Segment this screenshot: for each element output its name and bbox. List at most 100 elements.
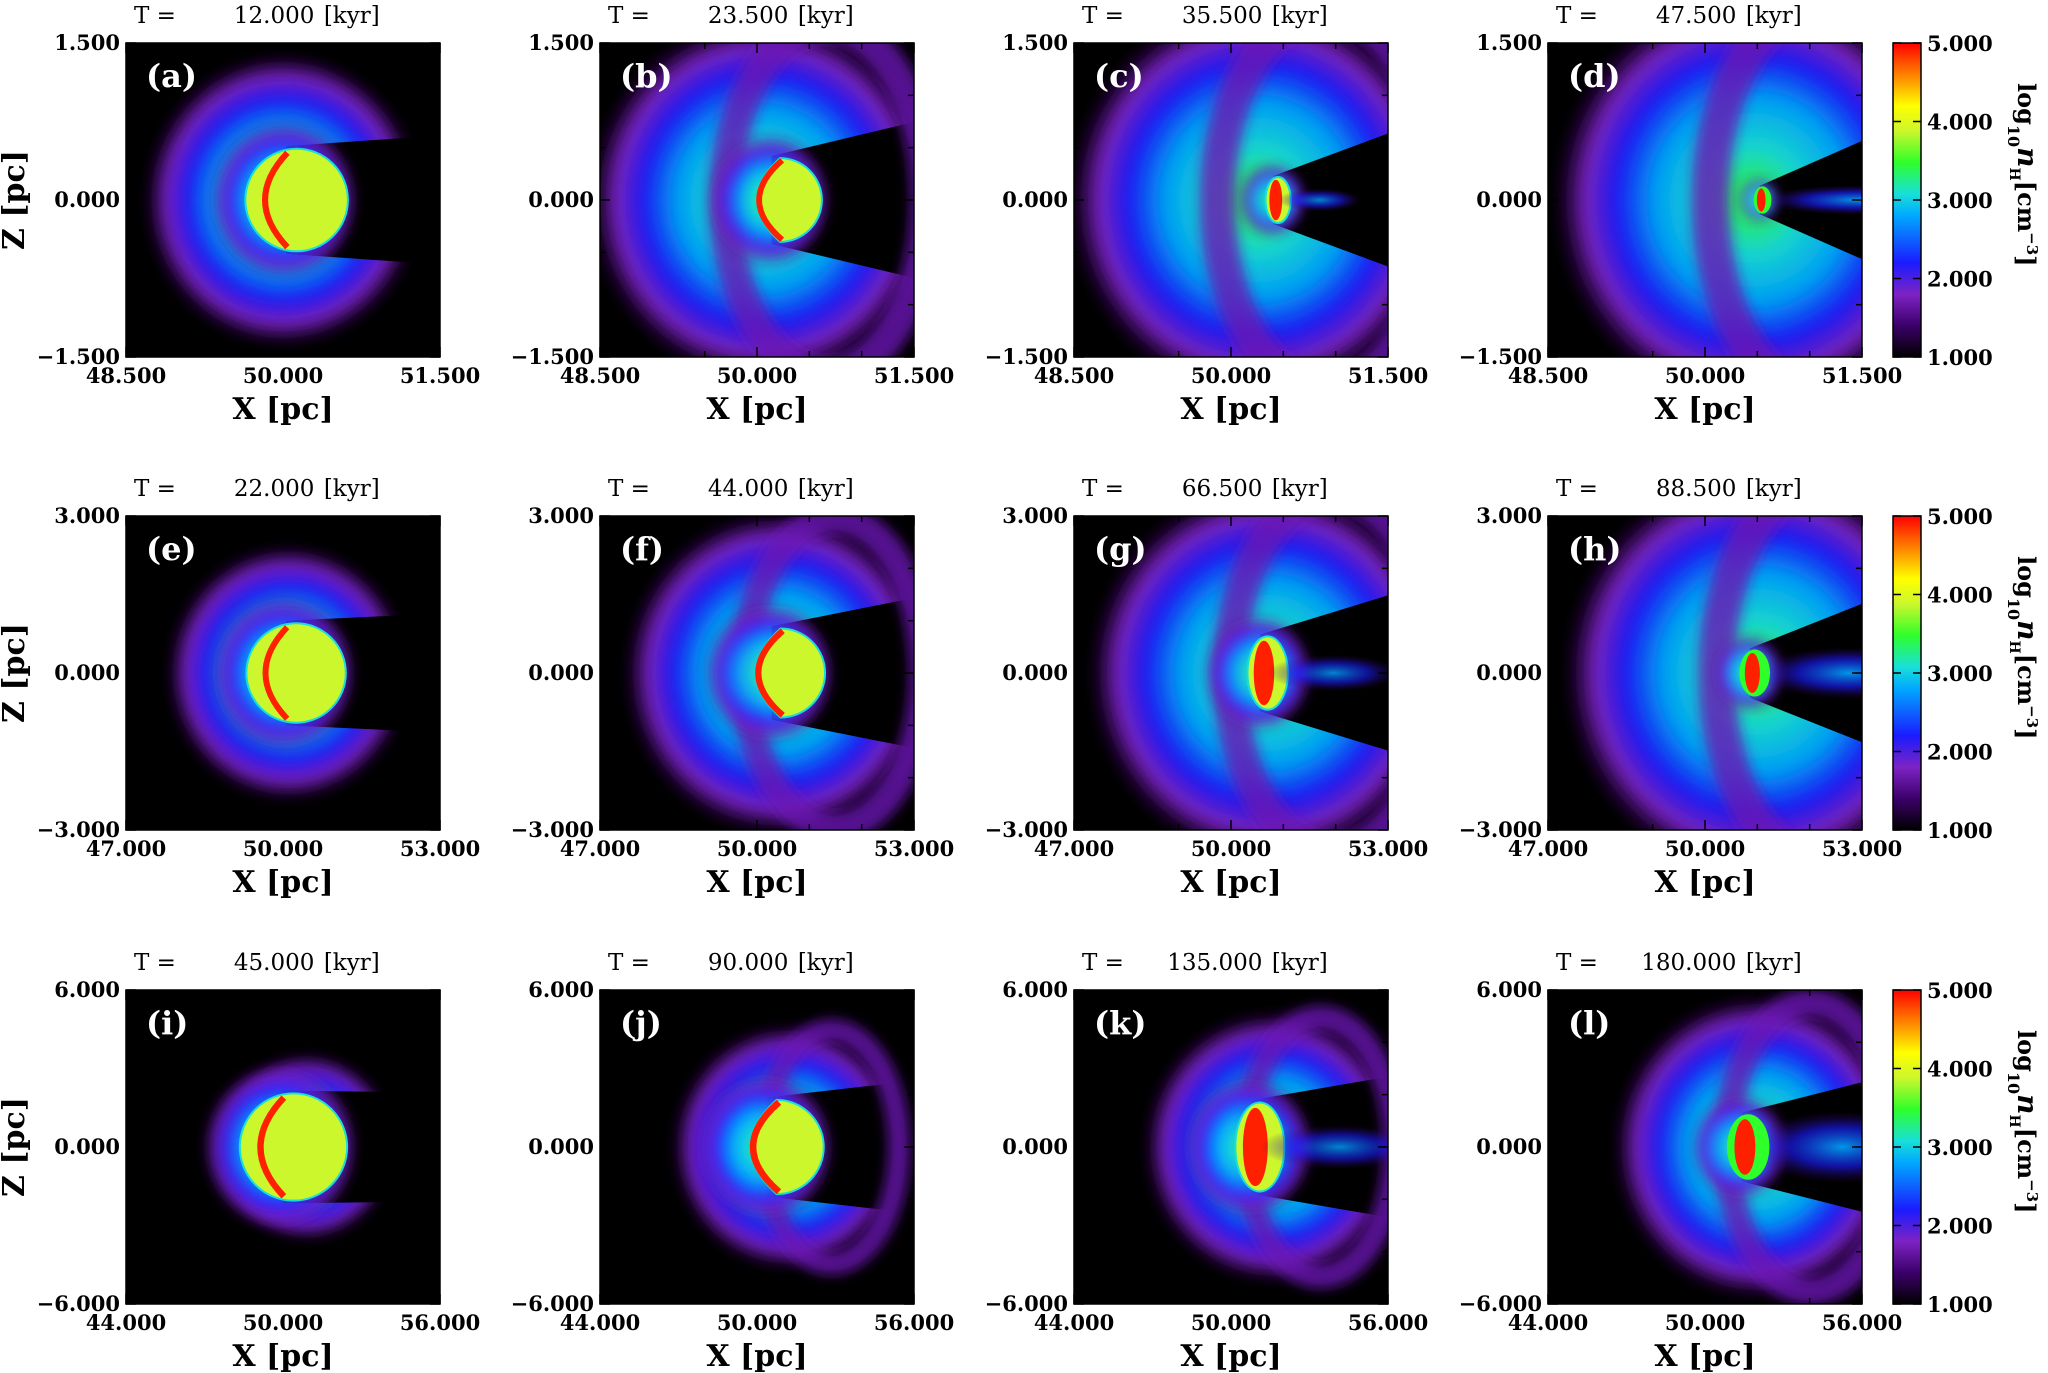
tail [1259,1124,1388,1170]
z-tick-label: 0.000 [1002,660,1068,685]
x-tick-label: 56.000 [1348,1310,1428,1335]
time-value: 88.500 [1656,476,1736,502]
panel-g: 47.000 50.000 53.000 3.000 0.000 −3.000 X [pc]… [985,476,1429,900]
z-tick-label: 1.500 [54,30,120,55]
dense-core [1756,188,1766,212]
z-tick-label: 0.000 [1476,660,1542,685]
z-tick-label: 0.000 [1476,1134,1542,1159]
dense-core [1744,652,1760,694]
x-tick-label: 50.000 [1191,836,1271,861]
x-tick-label: 50.000 [717,363,797,388]
x-tick-label: 53.000 [1348,836,1428,861]
panel-label: (d) [1568,57,1621,95]
dense-core [1269,179,1283,221]
z-tick-label: 6.000 [528,977,594,1002]
panel-label: (i) [146,1004,188,1042]
time-value: 35.500 [1182,3,1262,29]
panel-j: 44.000 50.000 56.000 6.000 0.000 −6.000 X [pc]… [511,950,955,1373]
time-value: 22.000 [234,476,314,502]
colorbar-label-part-2: n [2011,147,2044,167]
colorbar-label-part-0: log [2012,556,2041,598]
time-prefix: T = [1556,950,1598,976]
x-tick-label: 47.000 [560,836,640,861]
density-map [623,516,914,830]
outer-lobe [1691,43,1780,357]
z-tick-label: 3.000 [1002,503,1068,528]
colorbar-label-part-3: H [2006,641,2022,654]
z-tick-label: 6.000 [1002,977,1068,1002]
time-unit: [kyr] [798,950,854,976]
x-tick-label: 50.000 [1665,1310,1745,1335]
time-unit: [kyr] [1272,476,1328,502]
z-tick-label: −6.000 [985,1291,1068,1316]
colorbar-tick-label: 3.000 [1927,1135,1993,1160]
colorbar-label-part-5: −3 [2023,705,2041,728]
z-tick-label: 0.000 [1476,187,1542,212]
colorbar-label-part-1: 10 [2005,598,2024,620]
panel-c: 48.500 50.000 51.500 1.500 0.000 −1.500 X [pc]… [985,3,1429,427]
time-unit: [kyr] [324,950,380,976]
x-tick-label: 50.000 [1665,363,1745,388]
panel-label: (a) [146,57,197,95]
x-tick-label: 50.000 [243,363,323,388]
density-map [1613,990,1862,1304]
density-map [671,1019,914,1275]
z-tick-label: −3.000 [37,817,120,842]
colorbar-tick-label: 4.000 [1927,583,1993,608]
panel-label: (g) [1094,530,1147,568]
time-prefix: T = [134,476,176,502]
colorbar-label-part-5: −3 [2023,1179,2041,1202]
time-prefix: T = [134,3,176,29]
x-axis-label: X [pc] [1654,865,1755,900]
time-value: 90.000 [708,950,788,976]
time-unit: [kyr] [324,476,380,502]
z-tick-label: 6.000 [54,977,120,1002]
colorbar-row-1: 5.000 4.000 3.000 2.000 1.000 log10nH[cm−3] [1892,31,2044,370]
colorbar-label-part-0: log [2012,83,2041,125]
time-unit: [kyr] [1272,3,1328,29]
time-value: 66.500 [1182,476,1262,502]
clump [245,622,347,724]
colorbar-label: log10nH[cm−3] [2005,556,2045,740]
colorbar-label-part-1: 10 [2005,1072,2024,1094]
x-tick-label: 50.000 [243,1310,323,1335]
z-axis-label: Z [pc] [0,1097,32,1197]
time-prefix: T = [1082,950,1124,976]
tail [1762,185,1862,215]
z-tick-label: −1.500 [37,344,120,369]
z-tick-label: −3.000 [511,817,594,842]
ionization-front [262,150,290,250]
colorbar-label-part-4: [cm [2012,181,2041,232]
time-value: 47.500 [1656,3,1736,29]
panel-h: 47.000 50.000 53.000 3.000 0.000 −3.000 X [pc]… [1459,476,1903,900]
panel-d: 48.500 50.000 51.500 1.500 0.000 −1.500 X [pc]… [1459,3,1903,427]
x-tick-label: 51.500 [1348,363,1428,388]
clump [244,147,349,253]
ionization-front [756,158,785,242]
panel-label: (j) [620,1004,662,1042]
dense-core [1734,1119,1756,1175]
time-unit: [kyr] [1746,3,1802,29]
x-tick-label: 44.000 [86,1310,166,1335]
x-tick-label: 50.000 [243,836,323,861]
ionization-front [755,628,785,718]
colorbar-tick-label: 3.000 [1927,661,1993,686]
x-axis-label: X [pc] [1180,1339,1281,1373]
x-axis-label: X [pc] [706,392,807,427]
z-tick-label: −3.000 [985,817,1068,842]
x-tick-label: 53.000 [1822,836,1902,861]
panel-label: (h) [1568,530,1622,568]
time-prefix: T = [134,950,176,976]
z-tick-label: 0.000 [54,187,120,212]
colorbar-tick-label: 3.000 [1927,188,1993,213]
x-tick-label: 51.500 [1822,363,1902,388]
outer-lobe [1199,43,1388,357]
z-axis-label: Z [pc] [0,150,32,250]
z-tick-label: −1.500 [985,344,1068,369]
x-axis-label: X [pc] [1654,392,1755,427]
density-map [1088,516,1388,830]
ionization-front [749,1099,782,1195]
panel-label: (k) [1094,1004,1146,1042]
x-tick-label: 53.000 [874,836,954,861]
z-tick-label: 0.000 [528,1134,594,1159]
